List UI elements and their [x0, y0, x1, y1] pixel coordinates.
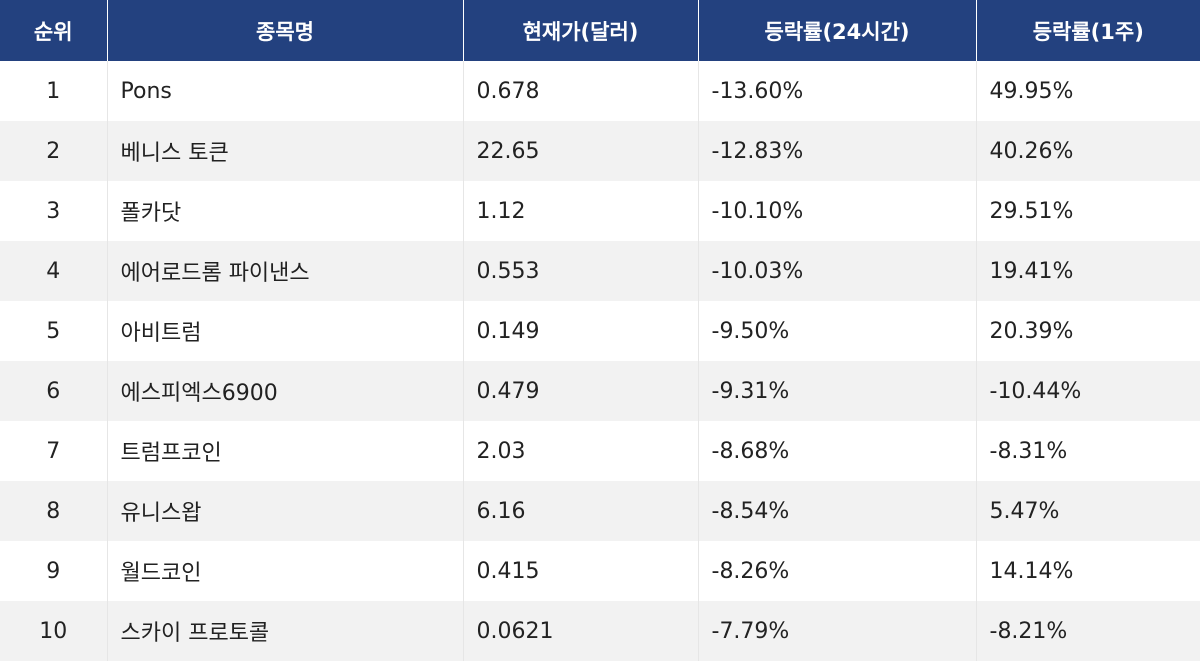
change-1w-cell: -8.31%	[976, 421, 1200, 481]
header-row: 순위 종목명 현재가(달러) 등락률(24시간) 등락률(1주)	[0, 0, 1200, 61]
change-1w-cell: -10.44%	[976, 361, 1200, 421]
table-row: 9 월드코인 0.415 -8.26% 14.14%	[0, 541, 1200, 601]
rank-cell: 8	[0, 481, 108, 541]
header-change-24h: 등락률(24시간)	[698, 0, 977, 61]
change-24h-cell: -10.10%	[698, 181, 977, 241]
table-row: 1 Pons 0.678 -13.60% 49.95%	[0, 61, 1200, 121]
table-row: 5 아비트럼 0.149 -9.50% 20.39%	[0, 301, 1200, 361]
table-row: 4 에어로드롬 파이낸스 0.553 -10.03% 19.41%	[0, 241, 1200, 301]
header-rank: 순위	[0, 0, 108, 61]
change-1w-cell: 19.41%	[976, 241, 1200, 301]
change-24h-cell: -13.60%	[698, 61, 977, 121]
rank-cell: 9	[0, 541, 108, 601]
price-cell: 1.12	[463, 181, 699, 241]
rank-cell: 10	[0, 601, 108, 661]
coin-name-cell: 베니스 토큰	[107, 121, 464, 181]
change-1w-cell: -8.21%	[976, 601, 1200, 661]
header-name: 종목명	[107, 0, 464, 61]
coin-name-cell: 폴카닷	[107, 181, 464, 241]
rank-cell: 6	[0, 361, 108, 421]
coin-name-cell: 아비트럼	[107, 301, 464, 361]
change-1w-cell: 5.47%	[976, 481, 1200, 541]
table-header: 순위 종목명 현재가(달러) 등락률(24시간) 등락률(1주)	[0, 0, 1200, 61]
table-row: 6 에스피엑스6900 0.479 -9.31% -10.44%	[0, 361, 1200, 421]
header-price: 현재가(달러)	[463, 0, 699, 61]
price-cell: 2.03	[463, 421, 699, 481]
coin-name-cell: 에어로드롬 파이낸스	[107, 241, 464, 301]
rank-cell: 3	[0, 181, 108, 241]
change-1w-cell: 49.95%	[976, 61, 1200, 121]
change-24h-cell: -10.03%	[698, 241, 977, 301]
change-24h-cell: -8.54%	[698, 481, 977, 541]
coin-name-cell: 에스피엑스6900	[107, 361, 464, 421]
change-1w-cell: 29.51%	[976, 181, 1200, 241]
price-cell: 22.65	[463, 121, 699, 181]
change-1w-cell: 40.26%	[976, 121, 1200, 181]
change-24h-cell: -12.83%	[698, 121, 977, 181]
price-cell: 0.149	[463, 301, 699, 361]
coin-name-cell: 유니스왑	[107, 481, 464, 541]
change-1w-cell: 14.14%	[976, 541, 1200, 601]
table-row: 10 스카이 프로토콜 0.0621 -7.79% -8.21%	[0, 601, 1200, 661]
change-24h-cell: -8.26%	[698, 541, 977, 601]
table-row: 3 폴카닷 1.12 -10.10% 29.51%	[0, 181, 1200, 241]
coin-name-cell: 월드코인	[107, 541, 464, 601]
table-row: 2 베니스 토큰 22.65 -12.83% 40.26%	[0, 121, 1200, 181]
price-cell: 0.0621	[463, 601, 699, 661]
price-cell: 6.16	[463, 481, 699, 541]
change-24h-cell: -9.50%	[698, 301, 977, 361]
coin-name-cell: 스카이 프로토콜	[107, 601, 464, 661]
table-row: 8 유니스왑 6.16 -8.54% 5.47%	[0, 481, 1200, 541]
price-cell: 0.479	[463, 361, 699, 421]
table-row: 7 트럼프코인 2.03 -8.68% -8.31%	[0, 421, 1200, 481]
change-24h-cell: -8.68%	[698, 421, 977, 481]
rank-cell: 4	[0, 241, 108, 301]
header-change-1w: 등락률(1주)	[976, 0, 1200, 61]
rank-cell: 1	[0, 61, 108, 121]
change-1w-cell: 20.39%	[976, 301, 1200, 361]
price-cell: 0.678	[463, 61, 699, 121]
price-cell: 0.415	[463, 541, 699, 601]
rank-cell: 7	[0, 421, 108, 481]
rank-cell: 2	[0, 121, 108, 181]
rank-cell: 5	[0, 301, 108, 361]
coin-name-cell: 트럼프코인	[107, 421, 464, 481]
table-body: 1 Pons 0.678 -13.60% 49.95% 2 베니스 토큰 22.…	[0, 61, 1200, 661]
change-24h-cell: -9.31%	[698, 361, 977, 421]
change-24h-cell: -7.79%	[698, 601, 977, 661]
price-cell: 0.553	[463, 241, 699, 301]
coin-name-cell: Pons	[107, 61, 464, 121]
